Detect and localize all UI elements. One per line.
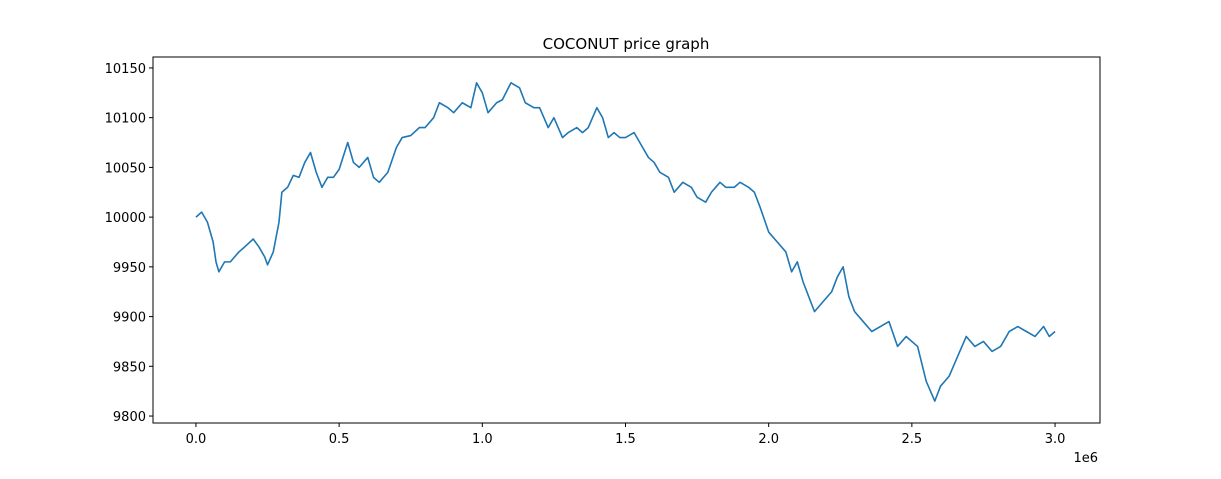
- x-tick-label: 2.0: [758, 432, 779, 447]
- y-tick-label: 9900: [113, 311, 146, 326]
- x-tick-label: 0.0: [186, 432, 207, 447]
- x-tick-label: 1.5: [615, 432, 636, 447]
- y-tick-label: 10100: [105, 112, 146, 127]
- y-tick-label: 10050: [105, 161, 146, 176]
- x-tick-label: 3.0: [1045, 432, 1066, 447]
- x-tick-label: 0.5: [329, 432, 350, 447]
- y-tick-label: 10000: [105, 211, 146, 226]
- plot-frame: [152, 56, 1101, 424]
- chart-title: COCONUT price graph: [543, 35, 710, 53]
- y-tick-label: 9950: [113, 261, 146, 276]
- x-offset-text: 1e6: [1073, 451, 1098, 466]
- price-line: [195, 82, 1056, 402]
- y-tick-label: 9850: [113, 360, 146, 375]
- x-tick-label: 2.5: [902, 432, 923, 447]
- y-tick-label: 10150: [105, 62, 146, 77]
- y-tick-label: 9800: [113, 410, 146, 425]
- x-tick-label: 1.0: [472, 432, 493, 447]
